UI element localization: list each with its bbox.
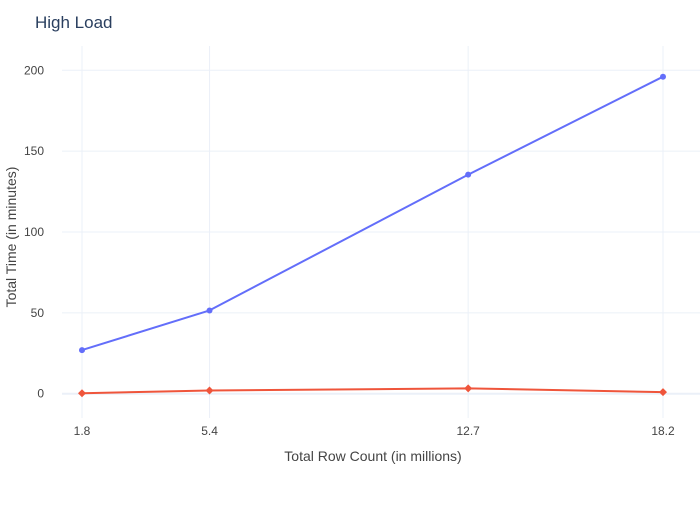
x-tick-label: 1.8: [74, 424, 91, 438]
grid-layer: [62, 46, 700, 418]
tick-layer: 1.8 5.4 12.7 18.2 0 50 100 150 200: [24, 63, 675, 438]
series-2-line: [81, 387, 664, 395]
series-1-point: [206, 307, 213, 314]
series-2-point: [205, 386, 214, 395]
series-2-point: [659, 388, 667, 397]
series-1-point: [465, 171, 472, 178]
series-2-point: [464, 384, 473, 393]
x-axis-title: Total Row Count (in millions): [284, 448, 461, 464]
x-tick-label: 12.7: [456, 424, 480, 438]
y-tick-label: 100: [24, 225, 44, 239]
y-tick-label: 200: [24, 63, 44, 77]
chart-title: High Load: [35, 13, 113, 32]
series-2-point: [78, 389, 86, 398]
series-1-point: [660, 73, 666, 80]
x-tick-label: 5.4: [201, 424, 218, 438]
x-tick-label: 18.2: [651, 424, 675, 438]
series-layer: [78, 73, 667, 398]
series-1-line: [81, 75, 664, 352]
y-tick-label: 150: [24, 144, 44, 158]
y-tick-label: 0: [37, 387, 44, 401]
series-1-point: [79, 347, 85, 354]
y-axis-title: Total Time (in minutes): [3, 167, 19, 308]
y-tick-label: 50: [31, 306, 45, 320]
